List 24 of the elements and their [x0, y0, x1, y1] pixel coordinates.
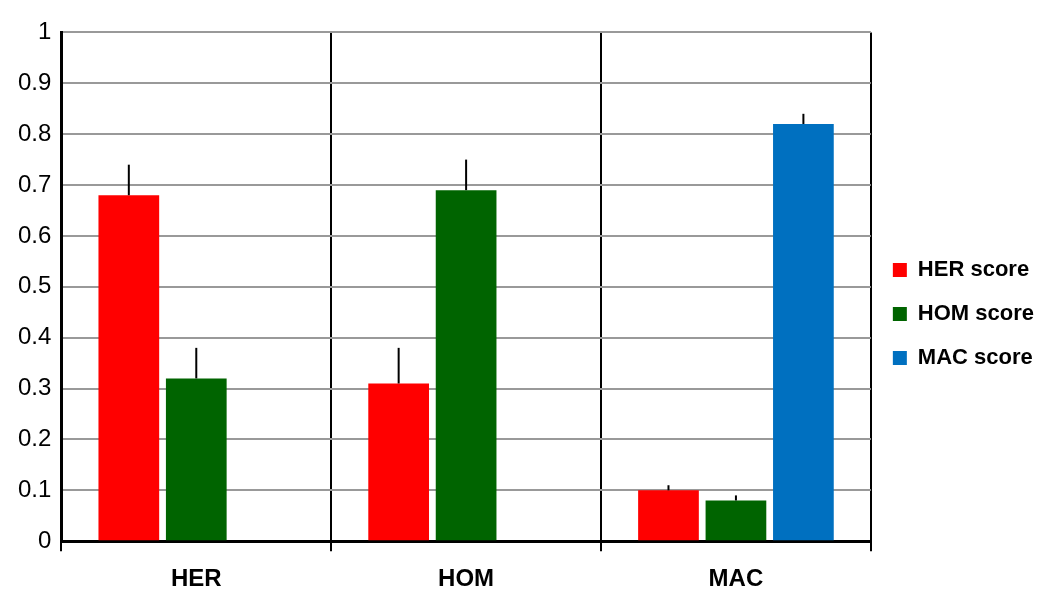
y-tick-label: 0.7 — [17, 169, 52, 197]
y-tick-label: 0.6 — [17, 220, 52, 248]
bar — [705, 500, 767, 541]
bar — [435, 190, 497, 541]
bar — [98, 195, 160, 541]
bar — [165, 378, 227, 541]
bar — [773, 123, 834, 541]
legend-label: MAC score — [917, 344, 1033, 370]
y-tick-label: 0 — [38, 525, 52, 553]
y-tick-label: 0.9 — [17, 67, 52, 95]
y-tick-label: 0.4 — [17, 322, 52, 350]
legend-label: HOM score — [917, 300, 1035, 326]
y-tick-label: 1 — [38, 17, 52, 45]
bar — [368, 383, 430, 541]
y-tick-label: 0.5 — [17, 271, 52, 299]
x-tick-label: MAC — [708, 564, 764, 592]
y-tick-label: 0.1 — [17, 474, 52, 502]
y-tick-label: 0.3 — [17, 373, 52, 401]
legend-label: HER score — [917, 256, 1030, 282]
x-tick-label: HER — [170, 564, 222, 592]
y-tick-label: 0.2 — [17, 424, 52, 452]
bar — [638, 490, 699, 541]
y-tick-label: 0.8 — [17, 118, 52, 146]
x-tick-label: HOM — [438, 564, 495, 592]
